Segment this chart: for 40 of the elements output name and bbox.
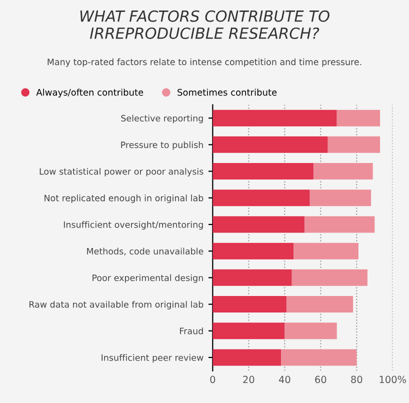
bar — [212, 242, 294, 260]
y-tick-label: Selective reporting — [121, 114, 203, 124]
bar — [281, 349, 357, 366]
y-tick-label: Insufficient peer review — [102, 354, 204, 363]
bar — [212, 269, 292, 286]
y-tick-label: Low statistical power or poor analysis — [40, 168, 204, 176]
bar — [212, 349, 282, 366]
bar — [212, 190, 310, 206]
bar — [212, 296, 286, 313]
y-tick-label: Raw data not available from original lab — [29, 300, 204, 310]
legend-label: Always/often contribute — [36, 88, 144, 98]
y-tick-label: Fraud — [180, 328, 203, 334]
bar — [336, 110, 380, 126]
bar — [212, 136, 328, 153]
y-tick-label: Methods, code unavailable — [87, 248, 204, 256]
bar — [212, 322, 285, 340]
y-tick-label: Pressure to publish — [121, 141, 203, 150]
bar — [310, 190, 372, 206]
x-tick-label: 20 — [243, 376, 254, 384]
y-tick-label: Poor experimental design — [92, 274, 203, 283]
x-tick-label: 80 — [351, 376, 362, 384]
bar — [286, 296, 354, 313]
x-tick-label: 40 — [278, 376, 290, 384]
chart-title: WHAT FACTORS CONTRIBUTE TO IRREPRODUCIBLE RESEARCH? — [80, 10, 330, 40]
bar — [328, 136, 380, 153]
bar — [212, 163, 314, 180]
x-tick-label: 60 — [315, 376, 326, 384]
bar — [212, 216, 304, 233]
bar — [284, 322, 337, 340]
y-tick-label: Insufficient oversight/mentoring — [64, 221, 203, 230]
bar — [294, 242, 358, 260]
chart-subtitle: Many top-rated factors relate to intense competition and time pressure. — [48, 58, 362, 67]
x-tick-label: 100% — [380, 376, 406, 384]
bar — [304, 216, 375, 233]
bar — [292, 269, 368, 286]
x-tick-label: 0 — [210, 376, 216, 384]
legend-label: Sometimes contribute — [178, 88, 277, 96]
y-tick-label: Not replicated enough in original lab — [44, 194, 204, 204]
bar — [212, 110, 337, 126]
bar — [313, 163, 373, 180]
